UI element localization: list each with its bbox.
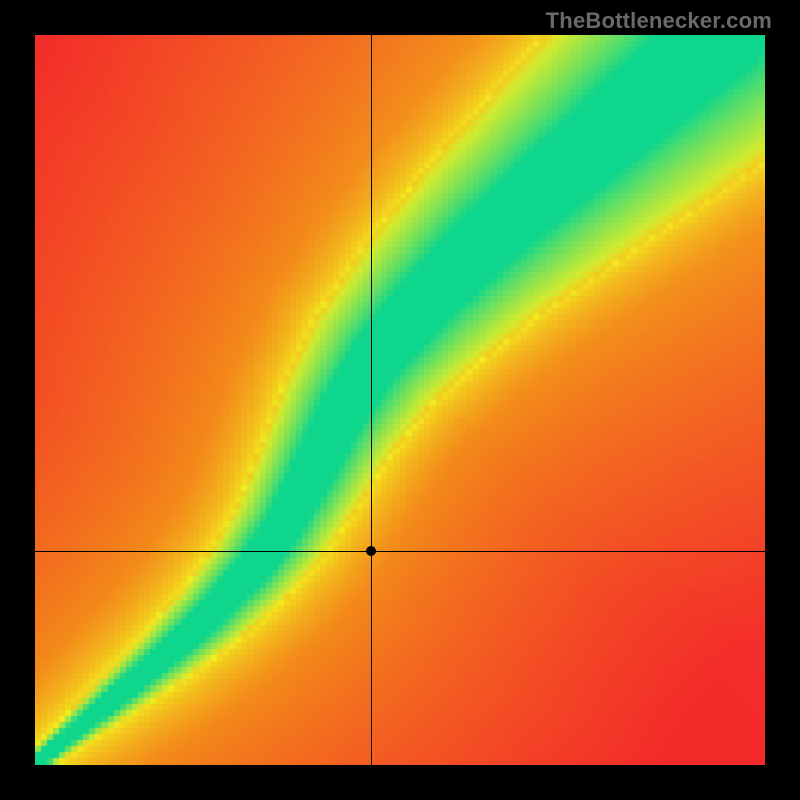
watermark-text: TheBottlenecker.com <box>546 8 772 34</box>
heatmap-plot <box>35 35 765 765</box>
heatmap-canvas <box>35 35 765 765</box>
